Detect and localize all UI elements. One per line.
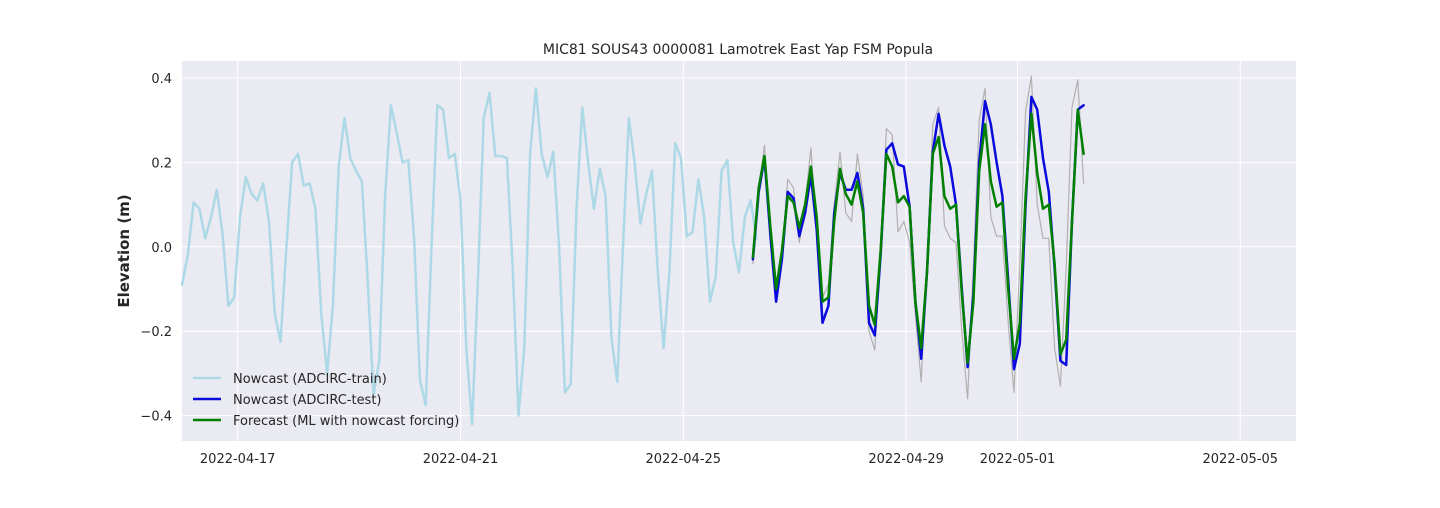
y-tick-label: −0.2: [140, 325, 172, 340]
legend: Nowcast (ADCIRC-train) Nowcast (ADCIRC-te…: [193, 372, 459, 429]
series-line-reference: [752, 75, 1085, 400]
legend-item: Nowcast (ADCIRC-test): [193, 393, 382, 408]
x-tick-label: 2022-04-17: [200, 452, 276, 467]
x-tick-label: 2022-04-25: [646, 452, 722, 467]
chart-title: MIC81 SOUS43 0000081 Lamotrek East Yap F…: [543, 42, 933, 58]
series-line-forecast-ml-with-nowcast-forcing: [751, 108, 1085, 365]
legend-item: Forecast (ML with nowcast forcing): [193, 414, 459, 429]
x-tick-labels: 2022-04-17 2022-04-21 2022-04-25 2022-04-29…: [200, 452, 1278, 467]
x-tick-label: 2022-05-01: [980, 452, 1056, 467]
legend-label: Nowcast (ADCIRC-train): [233, 372, 387, 387]
y-axis-label: Elevation (m): [115, 194, 133, 307]
series-lines: [180, 75, 1085, 426]
y-tick-label: 0.0: [151, 241, 172, 256]
plot-area: [182, 61, 1296, 441]
grid: [182, 61, 1296, 441]
legend-label: Forecast (ML with nowcast forcing): [233, 414, 459, 429]
x-tick-label: 2022-05-05: [1203, 452, 1279, 467]
x-tick-label: 2022-04-21: [423, 452, 499, 467]
series-line-nowcast-adcirc-train: [180, 87, 758, 426]
y-tick-label: 0.2: [151, 156, 172, 171]
y-tick-label: 0.4: [151, 72, 172, 87]
legend-item: Nowcast (ADCIRC-train): [193, 372, 387, 387]
x-tick-label: 2022-04-29: [868, 452, 944, 467]
y-tick-labels: −0.4 −0.2 0.0 0.2 0.4: [140, 72, 172, 425]
legend-label: Nowcast (ADCIRC-test): [233, 393, 382, 408]
y-tick-label: −0.4: [140, 410, 172, 425]
